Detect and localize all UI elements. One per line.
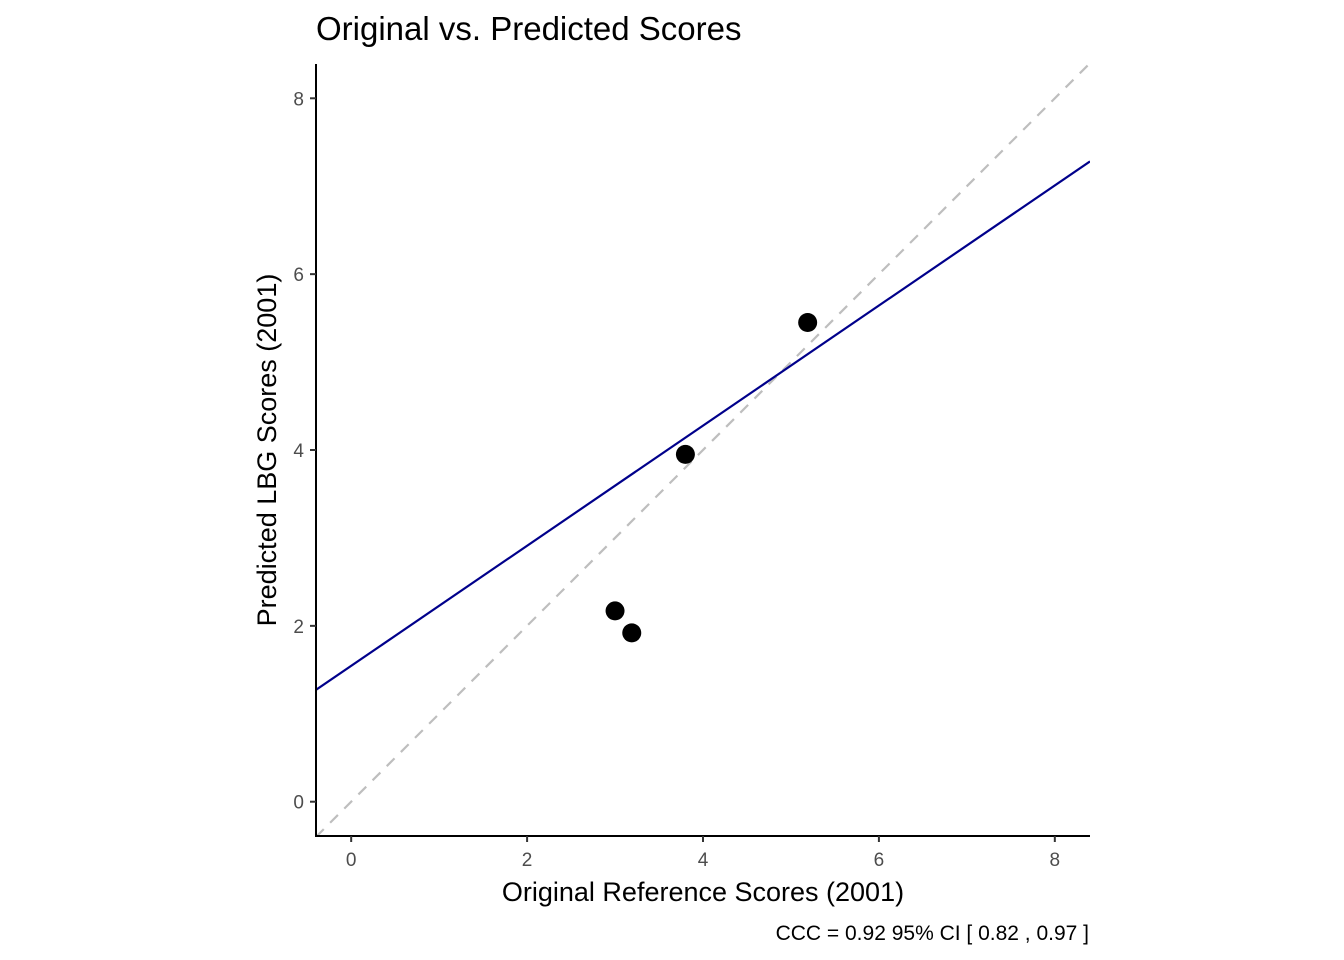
- y-tick-label: 8: [293, 89, 304, 110]
- y-tick-label: 2: [293, 617, 304, 638]
- y-tick-label: 0: [293, 793, 304, 814]
- identity-line: [316, 64, 1090, 836]
- x-tick-label: 8: [1050, 850, 1061, 871]
- chart-title: Original vs. Predicted Scores: [316, 10, 742, 47]
- ccc-caption: CCC = 0.92 95% CI [ 0.82 , 0.97 ]: [776, 922, 1089, 945]
- y-axis-label: Predicted LBG Scores (2001): [252, 274, 282, 627]
- y-tick-label: 6: [293, 265, 304, 286]
- x-tick-label: 2: [522, 850, 533, 871]
- x-axis-label: Original Reference Scores (2001): [502, 877, 904, 907]
- y-tick-label: 4: [293, 441, 304, 462]
- regression-line: [316, 160, 1090, 691]
- x-tick-label: 0: [346, 850, 357, 871]
- x-tick-label: 4: [698, 850, 709, 871]
- x-tick-label: 6: [874, 850, 885, 871]
- plot-area: 0 2 4 6 8 0 2 4 6 8: [293, 64, 1090, 871]
- data-point: [605, 601, 625, 621]
- data-point: [675, 444, 695, 464]
- data-point: [622, 623, 642, 643]
- data-point: [798, 313, 818, 333]
